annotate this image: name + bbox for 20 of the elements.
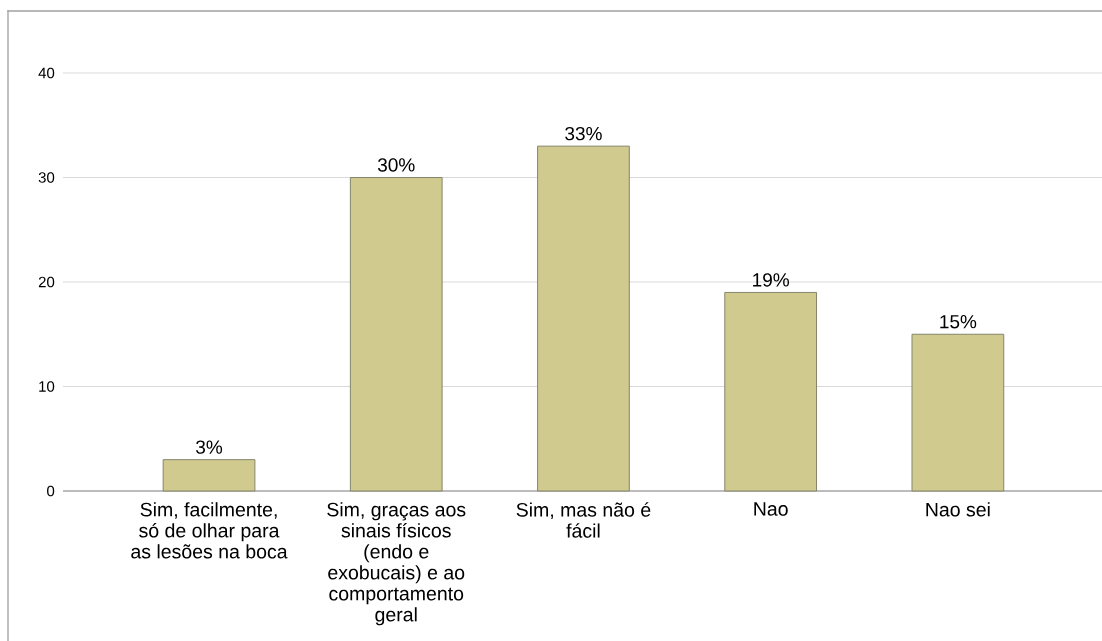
data-label: 30% (377, 158, 415, 172)
x-tick-label: Sim, graças aos sinais físicos (endo e exobucais) e ao comportamento geral (327, 502, 466, 626)
y-tick-label: 20 (38, 276, 55, 288)
data-label: 19% (753, 273, 789, 287)
x-tick-label: Nao sei (926, 502, 990, 517)
bar (724, 291, 818, 492)
bar (537, 145, 630, 492)
bar (911, 333, 1005, 492)
data-label: 15% (940, 315, 977, 329)
x-tick-label: Sim, mas não é fácil (516, 502, 651, 538)
x-tick-label: Sim, facilmente, só de olhar para as lesões na boca (131, 502, 288, 559)
x-tick-label: Nao (754, 502, 788, 516)
bar (349, 177, 443, 492)
y-tick-label: 40 (38, 67, 55, 79)
y-tick-label: 30 (38, 172, 55, 183)
data-label: 3% (196, 440, 223, 454)
bar (162, 459, 256, 492)
y-tick-label: 10 (39, 381, 55, 392)
data-label: 33% (565, 126, 602, 141)
y-tick-label: 0 (47, 485, 55, 497)
